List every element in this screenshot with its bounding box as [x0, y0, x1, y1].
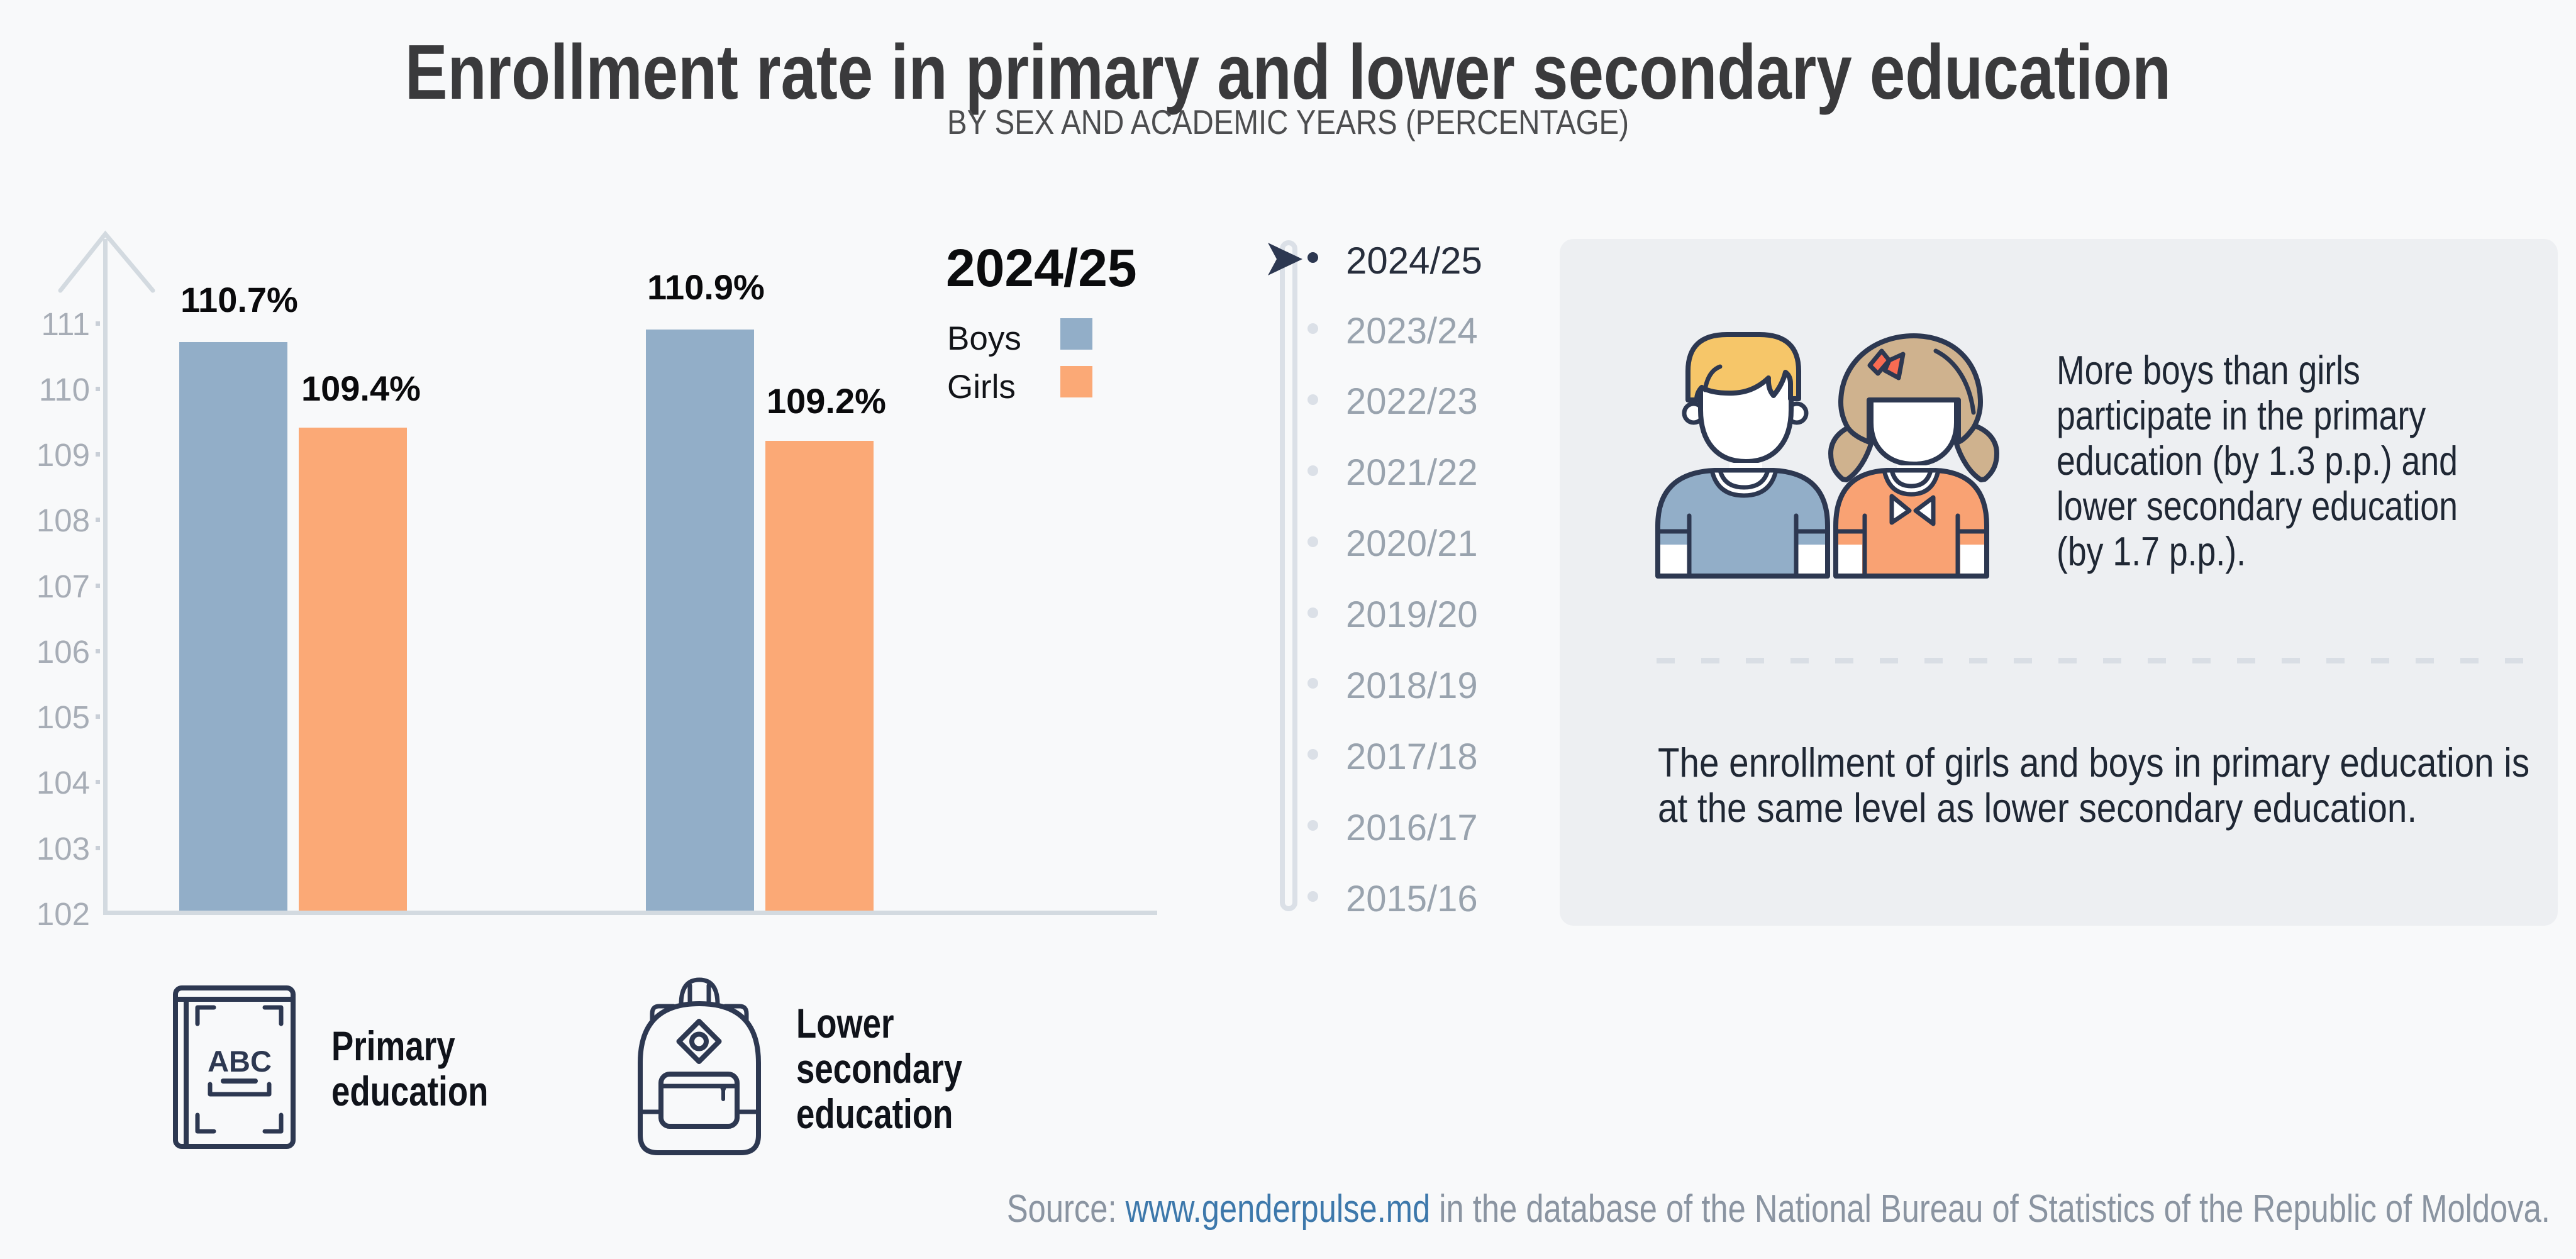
svg-text:ABC: ABC — [208, 1045, 272, 1078]
